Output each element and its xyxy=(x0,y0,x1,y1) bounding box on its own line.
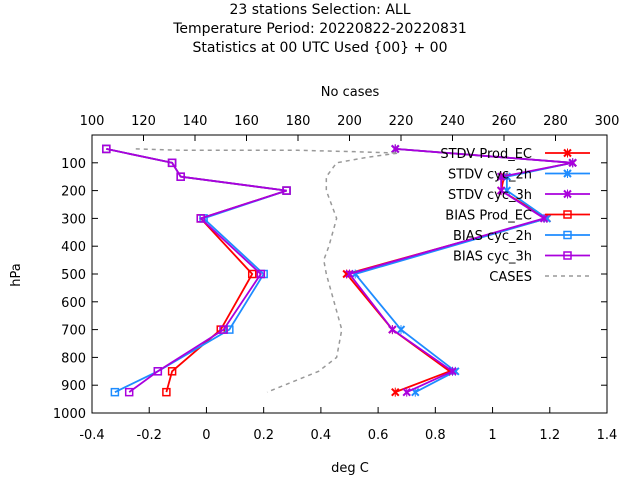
y-tick-label: 500 xyxy=(61,268,86,283)
x2-tick-label: 280 xyxy=(543,114,568,129)
x2-axis-label: No cases xyxy=(321,85,380,100)
x-tick-label: 1 xyxy=(488,428,496,443)
legend-label: STDV cyc_3h xyxy=(448,188,532,203)
data-point xyxy=(448,366,457,376)
data-point xyxy=(162,387,171,397)
y-tick-label: 800 xyxy=(61,351,86,366)
data-point xyxy=(402,387,411,397)
data-point xyxy=(388,325,397,335)
legend: STDV Prod_EC STDV cyc_2h STDV cyc_3h BIAS P… xyxy=(440,147,590,285)
legend-label: BIAS cyc_3h xyxy=(453,250,532,265)
y-tick-label: 900 xyxy=(61,379,86,394)
data-point xyxy=(167,158,177,168)
x2-tick-label: 180 xyxy=(286,114,311,129)
x-tick-label: 0 xyxy=(202,428,210,443)
legend-marker xyxy=(563,210,572,219)
x-tick-label: 1.2 xyxy=(539,428,560,443)
legend-label: CASES xyxy=(489,270,532,285)
y-axis-label: hPa xyxy=(9,263,24,286)
data-point xyxy=(391,387,400,397)
data-point xyxy=(345,269,354,279)
y-tick-label: 600 xyxy=(61,296,86,311)
x-axis-label: deg C xyxy=(331,461,369,476)
legend-label: BIAS cyc_2h xyxy=(453,229,532,244)
x2-tick-label: 240 xyxy=(440,114,465,129)
data-point xyxy=(391,144,400,154)
legend-label: BIAS Prod_EC xyxy=(445,209,532,224)
legend-entry-stdv-prod-ec: STDV Prod_EC xyxy=(440,147,590,162)
series-layer xyxy=(102,144,577,397)
legend-entry-stdv-cyc-3h: STDV cyc_3h xyxy=(448,188,590,203)
axes-layer: -0.4 -0.2 0 0.2 0.4 0.6 0.8 1 1.2 1.4 100 120 140 160… xyxy=(53,114,620,443)
x-tick-label: -0.4 xyxy=(79,428,104,443)
legend-marker xyxy=(563,230,572,240)
x2-tick-label: 120 xyxy=(131,114,156,129)
series-line xyxy=(347,148,573,393)
x2-tick-label: 160 xyxy=(234,114,259,129)
legend-label: STDV cyc_2h xyxy=(448,168,532,183)
data-point xyxy=(247,269,257,279)
data-point xyxy=(225,325,234,334)
x-tick-label: 0.6 xyxy=(368,428,389,443)
y-tick-label: 100 xyxy=(61,157,86,172)
series-cases xyxy=(135,148,399,393)
series-line xyxy=(106,148,287,393)
series-line xyxy=(135,148,399,393)
data-point xyxy=(167,367,177,376)
legend-marker xyxy=(563,169,572,178)
legend-marker xyxy=(563,148,572,158)
y-tick-label: 200 xyxy=(61,185,86,200)
x2-tick-label: 260 xyxy=(492,114,517,129)
x2-tick-label: 140 xyxy=(183,114,208,129)
data-point xyxy=(496,172,506,182)
data-point xyxy=(124,387,134,397)
data-point xyxy=(282,186,291,195)
legend-marker xyxy=(563,251,572,260)
legend-entry-stdv-cyc-2h: STDV cyc_2h xyxy=(448,168,590,183)
y-tick-label: 1000 xyxy=(53,407,86,422)
legend-entry-bias-prod-ec: BIAS Prod_EC xyxy=(445,209,590,224)
data-point xyxy=(396,325,406,335)
series-stdv-cyc-3h xyxy=(345,144,577,397)
x2-tick-label: 220 xyxy=(389,114,414,129)
legend-marker xyxy=(563,189,572,199)
x2-tick-label: 200 xyxy=(337,114,362,129)
chart-title-line-3: Statistics at 00 UTC Used {00} + 00 xyxy=(192,40,448,56)
chart-title-line-1: 23 stations Selection: ALL xyxy=(229,2,411,18)
legend-entry-cases: CASES xyxy=(489,270,590,285)
x-tick-label: 0.8 xyxy=(425,428,446,443)
data-point xyxy=(153,367,163,376)
y-tick-label: 300 xyxy=(61,212,86,227)
y-tick-label: 400 xyxy=(61,240,86,255)
data-point xyxy=(102,144,111,154)
legend-entry-bias-cyc-3h: BIAS cyc_3h xyxy=(453,250,590,265)
y-tick-label: 700 xyxy=(61,324,86,339)
x-tick-label: 0.4 xyxy=(311,428,332,443)
data-point xyxy=(496,186,506,196)
data-point xyxy=(176,172,185,181)
chart-title-line-2: Temperature Period: 20220822-20220831 xyxy=(173,21,467,37)
series-line xyxy=(353,148,573,393)
x-tick-label: -0.2 xyxy=(137,428,162,443)
x2-tick-label: 100 xyxy=(80,114,105,129)
x-tick-label: 1.4 xyxy=(597,428,618,443)
data-point xyxy=(110,387,120,397)
legend-label: STDV Prod_EC xyxy=(440,147,532,162)
series-bias-cyc-3h xyxy=(102,144,291,397)
x2-tick-label: 300 xyxy=(595,114,620,129)
data-point xyxy=(568,158,577,168)
series-line xyxy=(345,148,573,393)
data-point xyxy=(539,213,549,223)
data-point xyxy=(196,214,205,223)
data-point xyxy=(219,325,228,334)
data-point xyxy=(256,269,266,279)
x-tick-label: 0.2 xyxy=(253,428,274,443)
legend-entry-bias-cyc-2h: BIAS cyc_2h xyxy=(453,229,590,244)
